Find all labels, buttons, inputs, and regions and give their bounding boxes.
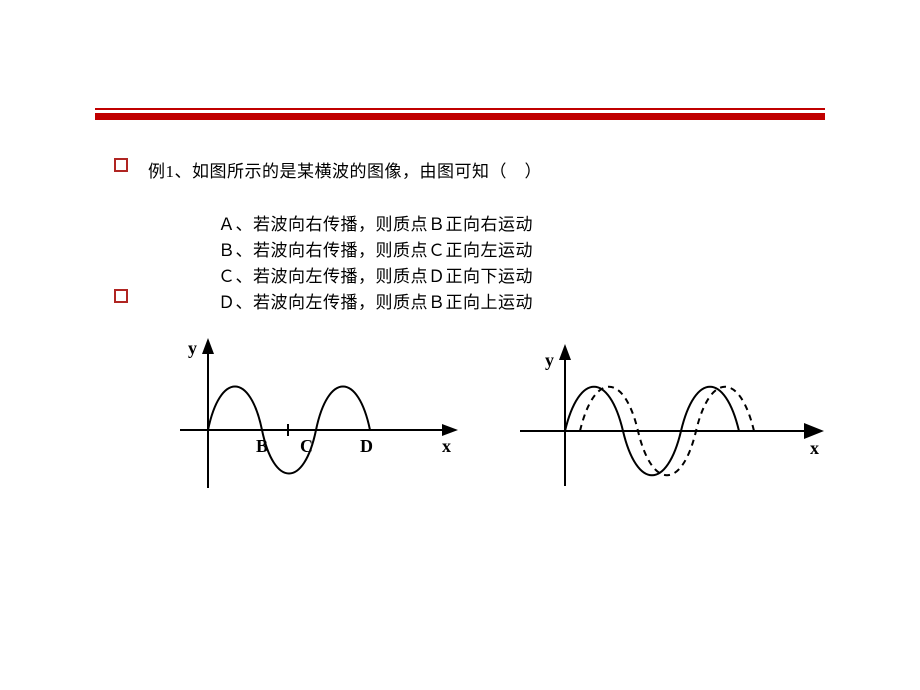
wave-diagram-right: y x xyxy=(510,336,840,511)
header-rule-thick xyxy=(95,113,825,120)
bullet-icon xyxy=(114,289,128,303)
header-rule-thin xyxy=(95,108,825,110)
option-c: Ｃ、若波向左传播，则质点Ｄ正向下运动 xyxy=(218,262,533,287)
point-label-d: D xyxy=(360,436,373,456)
axis-label-x: x xyxy=(810,438,819,458)
option-a: Ａ、若波向右传播，则质点Ｂ正向右运动 xyxy=(218,210,533,235)
wave-diagram-left: y x B C D xyxy=(160,330,470,510)
option-d: Ｄ、若波向左传播，则质点Ｂ正向上运动 xyxy=(218,288,533,313)
axis-label-y: y xyxy=(188,338,197,358)
option-b: Ｂ、若波向右传播，则质点Ｃ正向左运动 xyxy=(218,236,533,261)
bullet-icon xyxy=(114,158,128,172)
axis-label-x: x xyxy=(442,436,451,456)
point-label-b: B xyxy=(256,436,268,456)
axis-label-y: y xyxy=(545,350,554,370)
point-label-c: C xyxy=(300,436,313,456)
question-stem: 例1、如图所示的是某横波的图像，由图可知（ ） xyxy=(148,157,542,182)
slide: 例1、如图所示的是某横波的图像，由图可知（ ） Ａ、若波向右传播，则质点Ｂ正向右… xyxy=(0,0,920,690)
